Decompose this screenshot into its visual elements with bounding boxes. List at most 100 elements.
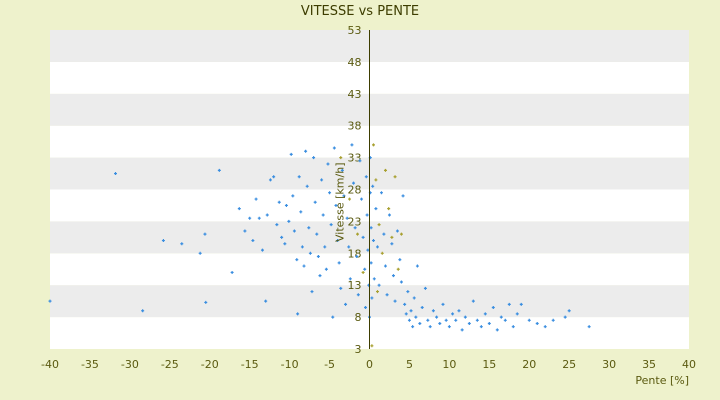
- data-point: [237, 207, 241, 211]
- y-tick-label: 33: [348, 152, 362, 165]
- data-point: [198, 251, 202, 255]
- data-point: [284, 203, 288, 207]
- data-point: [230, 270, 234, 274]
- x-tick-label: 20: [522, 358, 536, 371]
- data-point: [339, 156, 343, 160]
- y-tick-label: 18: [348, 247, 362, 260]
- data-point: [313, 200, 317, 204]
- data-point: [283, 242, 287, 246]
- data-point: [407, 318, 411, 322]
- data-point: [460, 328, 464, 332]
- data-point: [348, 277, 352, 281]
- data-point: [296, 312, 300, 316]
- data-point: [435, 315, 439, 319]
- data-point: [412, 296, 416, 300]
- data-point: [369, 226, 373, 230]
- data-point: [499, 315, 503, 319]
- y-tick-label: 23: [348, 215, 362, 228]
- data-point: [321, 213, 325, 217]
- data-point: [483, 312, 487, 316]
- data-point: [457, 309, 461, 313]
- data-point: [260, 248, 264, 252]
- data-point: [563, 315, 567, 319]
- x-tick-label: -15: [241, 358, 259, 371]
- data-point: [426, 318, 430, 322]
- data-point: [401, 194, 405, 198]
- data-point: [371, 184, 375, 188]
- y-tick-label: 53: [348, 24, 362, 37]
- data-point: [358, 159, 362, 163]
- data-point: [420, 306, 424, 310]
- data-point: [323, 245, 327, 249]
- data-point: [374, 207, 378, 211]
- data-point: [383, 264, 387, 268]
- data-point: [363, 267, 367, 271]
- data-point: [248, 216, 252, 220]
- x-tick-label: 0: [366, 358, 373, 371]
- data-point: [280, 235, 284, 239]
- x-tick-label: -25: [161, 358, 179, 371]
- data-point: [300, 245, 304, 249]
- data-point: [204, 300, 208, 304]
- data-point: [275, 223, 279, 227]
- data-point: [257, 216, 261, 220]
- data-point: [339, 286, 343, 290]
- data-point: [398, 258, 402, 262]
- y-tick-label: 48: [348, 56, 362, 69]
- data-point: [203, 232, 207, 236]
- data-point: [463, 315, 467, 319]
- data-point: [385, 293, 389, 297]
- data-point: [371, 143, 375, 147]
- data-point: [396, 267, 400, 271]
- data-point: [415, 264, 419, 268]
- data-point: [393, 299, 397, 303]
- data-point: [329, 223, 333, 227]
- x-tick-label: 5: [406, 358, 413, 371]
- data-point: [451, 312, 455, 316]
- x-tick-label: -10: [281, 358, 299, 371]
- x-tick-labels: -40 -35 -30 -25 -20 -15 -10 -5 0 5 10 15 20 25 30 35 40: [41, 358, 696, 371]
- chart-title: VITESSE vs PENTE: [301, 4, 419, 19]
- data-point: [418, 321, 422, 325]
- data-point: [287, 219, 291, 223]
- data-point: [344, 302, 348, 306]
- data-points: [48, 143, 591, 348]
- x-tick-label: 15: [482, 358, 496, 371]
- x-tick-label: -30: [121, 358, 139, 371]
- data-point: [316, 254, 320, 258]
- x-tick-label: -5: [324, 358, 335, 371]
- data-point: [342, 194, 346, 198]
- data-point: [251, 239, 255, 243]
- data-point: [393, 175, 397, 179]
- x-tick-label: 30: [602, 358, 616, 371]
- x-axis-label: Pente [%]: [635, 374, 689, 387]
- data-point: [332, 146, 336, 150]
- y-tick-label: 43: [348, 88, 362, 101]
- data-point: [326, 162, 330, 166]
- data-point: [350, 143, 354, 147]
- data-point: [372, 277, 376, 281]
- data-point: [312, 156, 316, 160]
- data-point: [454, 318, 458, 322]
- data-point: [295, 258, 299, 262]
- data-point: [340, 168, 344, 172]
- data-point: [328, 191, 332, 195]
- data-point: [305, 184, 309, 188]
- data-point: [467, 321, 471, 325]
- data-point: [324, 267, 328, 271]
- data-point: [356, 293, 360, 297]
- data-point: [302, 264, 306, 268]
- data-point: [403, 302, 407, 306]
- x-tick-label: 10: [442, 358, 456, 371]
- data-point: [356, 232, 360, 236]
- y-tick-label: 28: [348, 184, 362, 197]
- data-point: [297, 175, 301, 179]
- data-point: [334, 203, 338, 207]
- data-point: [371, 239, 375, 243]
- data-point: [366, 248, 370, 252]
- data-point: [352, 181, 356, 185]
- data-point: [511, 325, 515, 329]
- data-point: [370, 296, 374, 300]
